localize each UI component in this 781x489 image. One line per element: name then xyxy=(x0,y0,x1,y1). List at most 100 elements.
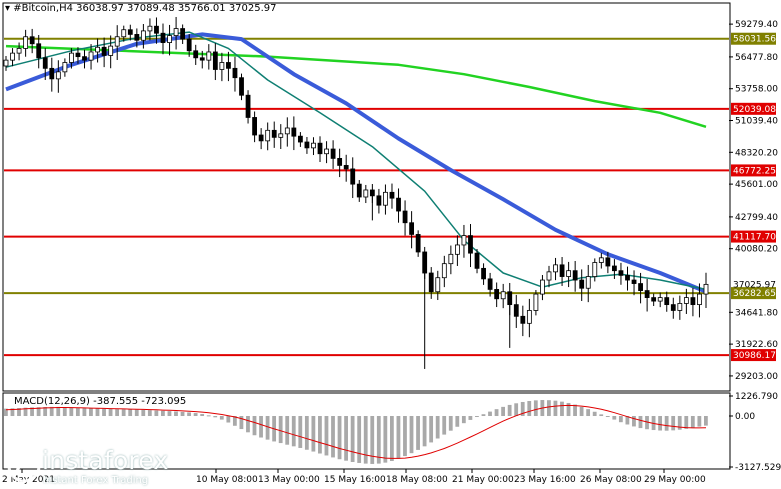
candle xyxy=(167,24,172,56)
macd-bar xyxy=(396,416,401,459)
macd-bar xyxy=(403,416,407,457)
macd-bar xyxy=(226,416,231,423)
candle xyxy=(62,58,68,77)
candle xyxy=(16,42,22,61)
macd-bar xyxy=(684,416,689,429)
candle-body xyxy=(212,51,218,70)
candle xyxy=(625,266,630,291)
candle-body xyxy=(350,168,356,185)
candle xyxy=(212,43,218,81)
candle xyxy=(585,264,591,303)
candle xyxy=(638,272,643,304)
candle xyxy=(520,305,526,337)
macd-bar xyxy=(259,416,263,438)
candle xyxy=(29,28,35,54)
chart-header: ▾ #Bitcoin,H4 36038.97 37089.48 35766.01… xyxy=(5,3,277,14)
macd-bar xyxy=(232,416,237,426)
candlesticks xyxy=(3,16,709,369)
candle-body xyxy=(134,34,140,41)
candle-body xyxy=(592,262,598,277)
candle-body xyxy=(605,257,611,267)
macd-bar xyxy=(520,401,525,417)
time-tick-label: 15 May 16:00 xyxy=(324,475,386,485)
candle-body xyxy=(337,157,343,166)
macd-bar xyxy=(704,416,708,426)
dropdown-arrow-icon[interactable]: ▾ xyxy=(5,3,11,14)
candle-body xyxy=(625,274,630,281)
macd-bar xyxy=(527,401,532,417)
candle xyxy=(363,184,369,204)
candle xyxy=(297,132,303,147)
candle-body xyxy=(396,197,401,212)
macd-bar xyxy=(115,409,120,417)
candle xyxy=(631,270,637,296)
candle-body xyxy=(526,310,532,324)
candle-body xyxy=(265,129,271,142)
macd-bar xyxy=(331,416,335,458)
candle xyxy=(598,252,604,269)
time-tick-label: 29 May 00:00 xyxy=(644,475,706,485)
candle xyxy=(55,60,61,93)
macd-bar xyxy=(566,402,571,417)
macd-bar xyxy=(579,406,584,417)
price-tick-label: 56477.80 xyxy=(735,53,778,63)
macd-bar xyxy=(357,416,362,463)
macd-bar xyxy=(416,416,420,450)
macd-bar xyxy=(75,407,80,417)
candle xyxy=(23,29,29,57)
candle-body xyxy=(49,67,55,80)
price-tick-label: 29203.00 xyxy=(735,372,778,382)
candle xyxy=(546,265,552,288)
candle-body xyxy=(62,62,68,73)
candle-body xyxy=(324,148,329,155)
candle xyxy=(612,259,617,279)
price-tick-label: 59279.40 xyxy=(735,20,778,30)
macd-bar xyxy=(605,416,610,418)
time-tick-label: 21 May 00:00 xyxy=(452,475,514,485)
candle-body xyxy=(683,297,689,304)
macd-bar xyxy=(468,416,473,420)
macd-bar xyxy=(298,416,303,448)
macd-bar xyxy=(658,416,663,431)
candle-body xyxy=(82,56,87,61)
macd-bar xyxy=(488,411,492,417)
candle xyxy=(592,258,598,282)
candle-body xyxy=(121,29,127,38)
candle-body xyxy=(258,134,264,142)
candle-body xyxy=(703,283,709,295)
macd-bar xyxy=(4,408,8,417)
level-tag-label: 58031.56 xyxy=(733,35,776,45)
candle-body xyxy=(481,267,486,280)
macd-bar xyxy=(311,416,316,452)
candle-body xyxy=(540,279,545,295)
candle-body xyxy=(317,142,323,155)
macd-bar xyxy=(30,407,34,417)
ohlc-values: 36038.97 37089.48 35766.01 37025.97 xyxy=(76,3,277,14)
macd-bar xyxy=(442,416,447,435)
macd-bar xyxy=(141,409,146,417)
candle xyxy=(324,141,329,164)
candle xyxy=(513,294,519,328)
levels-layer xyxy=(4,37,729,357)
time-tick-label: 23 May 16:00 xyxy=(514,475,576,485)
candle xyxy=(441,255,447,288)
macd-bar xyxy=(134,409,139,417)
macd-bar xyxy=(625,416,630,425)
candle xyxy=(140,24,146,49)
macd-bar xyxy=(429,416,434,443)
candle-body xyxy=(291,127,297,137)
candle xyxy=(147,18,153,41)
candle-body xyxy=(415,234,421,253)
macd-bar xyxy=(592,411,597,417)
level-tag-label: 36282.65 xyxy=(733,289,776,299)
macd-bar xyxy=(475,416,479,418)
candle-body xyxy=(585,276,591,289)
macd-bar xyxy=(69,407,74,417)
candle xyxy=(69,48,74,69)
candle-body xyxy=(199,57,205,61)
candle-body xyxy=(474,252,480,269)
candle xyxy=(252,111,257,143)
candle xyxy=(644,278,650,312)
macd-bar xyxy=(102,408,106,417)
